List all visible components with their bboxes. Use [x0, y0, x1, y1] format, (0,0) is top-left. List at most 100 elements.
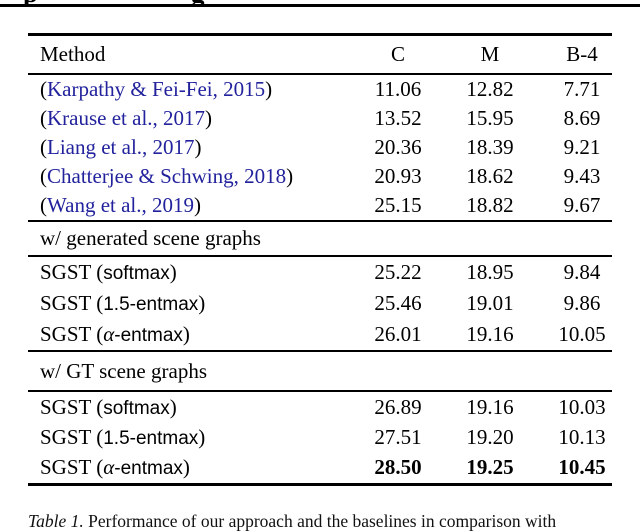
- section-header-label: w/ generated scene graphs: [40, 226, 261, 250]
- caption-label: Table 1.: [28, 511, 84, 531]
- method-text: ): [194, 193, 202, 217]
- group-rule: [28, 255, 612, 257]
- table-row: SGST (softmax) 25.22 18.95 9.84: [28, 257, 628, 288]
- metric-value: 9.21: [563, 135, 601, 159]
- table-caption: Table 1. Performance of our approach and…: [28, 511, 628, 532]
- horizontal-rule: [0, 4, 640, 7]
- table-row: (Wang et al., 2019) 25.15 18.82 9.67: [28, 191, 628, 220]
- table-row: SGST (α-entmax) 26.01 19.16 10.05: [28, 319, 628, 350]
- metric-value: 26.01: [374, 322, 422, 346]
- group-rule: [28, 350, 612, 352]
- method-text: α: [103, 322, 115, 346]
- method-cell: SGST (softmax): [28, 395, 352, 420]
- table-row: SGST (softmax) 26.89 19.16 10.03: [28, 392, 628, 422]
- method-text: (: [40, 135, 47, 159]
- method-text: SGST (: [40, 291, 104, 315]
- method-cell: SGST (α-entmax): [28, 322, 352, 347]
- method-text: 1.5-entmax: [103, 294, 199, 315]
- metric-value: 7.71: [563, 77, 601, 101]
- metric-value: 27.51: [374, 425, 422, 450]
- table-header-row: Method C M B-4: [28, 36, 628, 73]
- citation-link[interactable]: Chatterjee & Schwing, 2018: [47, 164, 287, 188]
- section-header-row: w/ GT scene graphs: [28, 352, 628, 390]
- method-cell: SGST (softmax): [28, 260, 352, 285]
- column-header-cider: C: [390, 42, 405, 66]
- method-text: (: [40, 77, 47, 101]
- method-text: α: [103, 455, 115, 480]
- metric-value: 18.82: [466, 193, 514, 217]
- citation-link[interactable]: Karpathy & Fei-Fei, 2015: [47, 77, 266, 101]
- metric-value: 25.22: [374, 260, 422, 284]
- method-text: SGST (: [40, 425, 104, 450]
- method-text: SGST (: [40, 260, 104, 284]
- metric-value: 20.36: [374, 135, 422, 159]
- method-text: ): [198, 291, 206, 315]
- metric-value: 9.86: [563, 291, 601, 315]
- citation-link[interactable]: Wang et al., 2019: [47, 193, 195, 217]
- method-text: ): [182, 455, 190, 480]
- method-text: SGST (: [40, 394, 104, 419]
- method-text: ): [194, 135, 202, 159]
- metric-value: 28.50: [374, 455, 422, 480]
- citation-link[interactable]: Liang et al., 2017: [47, 135, 195, 159]
- column-header-method: Method: [40, 42, 106, 66]
- method-text: ): [265, 77, 273, 101]
- method-text: ): [169, 394, 177, 419]
- group-rule: [28, 220, 612, 222]
- header-rule: [28, 73, 612, 75]
- method-cell: (Krause et al., 2017): [28, 106, 352, 131]
- method-text: 1.5-entmax: [103, 428, 199, 450]
- metric-value: 10.45: [558, 455, 606, 480]
- metric-value: 15.95: [466, 106, 514, 130]
- table-row: (Krause et al., 2017) 13.52 15.95 8.69: [28, 104, 628, 133]
- method-cell: (Karpathy & Fei-Fei, 2015): [28, 77, 352, 102]
- metric-value: 19.25: [466, 455, 514, 480]
- metric-value: 11.06: [374, 77, 422, 101]
- metric-value: 25.46: [374, 291, 422, 315]
- table-row: SGST (1.5-entmax) 25.46 19.01 9.86: [28, 288, 628, 319]
- group-rule: [28, 390, 612, 392]
- method-cell: (Liang et al., 2017): [28, 135, 352, 160]
- method-cell: SGST (1.5-entmax): [28, 291, 352, 316]
- column-header-bleu4: B-4: [566, 42, 598, 66]
- metric-value: 19.20: [466, 425, 514, 450]
- method-text: -entmax: [114, 325, 183, 346]
- metric-value: 10.13: [558, 425, 606, 450]
- table-row: (Karpathy & Fei-Fei, 2015) 11.06 12.82 7.71: [28, 75, 628, 104]
- method-text: ): [205, 106, 213, 130]
- metric-value: 18.62: [466, 164, 514, 188]
- method-text: SGST (: [40, 455, 104, 480]
- method-text: (: [40, 106, 47, 130]
- section-header-row: w/ generated scene graphs: [28, 222, 628, 255]
- table-row: (Liang et al., 2017) 20.36 18.39 9.21: [28, 133, 628, 162]
- table-top-rule: [28, 33, 612, 36]
- metric-value: 9.43: [563, 164, 601, 188]
- metric-value: 26.89: [374, 394, 422, 419]
- method-text: ): [182, 322, 190, 346]
- method-text: (: [40, 193, 47, 217]
- section-header-label: w/ GT scene graphs: [40, 358, 207, 383]
- clipped-letter-fragment: p: [23, 0, 38, 4]
- column-header-meteor: M: [480, 42, 500, 66]
- method-text: softmax: [103, 263, 170, 284]
- citation-link[interactable]: Krause et al., 2017: [47, 106, 206, 130]
- caption-text: Performance of our approach and the base…: [88, 511, 557, 531]
- table-row: (Chatterjee & Schwing, 2018) 20.93 18.62 9.…: [28, 162, 628, 191]
- metric-value: 12.82: [466, 77, 514, 101]
- metric-value: 18.95: [466, 260, 514, 284]
- method-cell: (Wang et al., 2019): [28, 193, 352, 218]
- table-row: SGST (1.5-entmax) 27.51 19.20 10.13: [28, 422, 628, 452]
- table-body: (Karpathy & Fei-Fei, 2015) 11.06 12.82 7.71…: [28, 75, 628, 483]
- metric-value: 9.84: [563, 260, 601, 284]
- metric-value: 19.01: [466, 291, 514, 315]
- method-text: ): [286, 164, 294, 188]
- method-cell: SGST (α-entmax): [28, 455, 352, 480]
- metric-value: 20.93: [374, 164, 422, 188]
- metric-value: 8.69: [563, 106, 601, 130]
- metric-value: 9.67: [563, 193, 601, 217]
- metric-value: 10.03: [558, 394, 606, 419]
- method-cell: (Chatterjee & Schwing, 2018): [28, 164, 352, 189]
- method-text: SGST (: [40, 322, 104, 346]
- table-bottom-rule: [28, 483, 612, 487]
